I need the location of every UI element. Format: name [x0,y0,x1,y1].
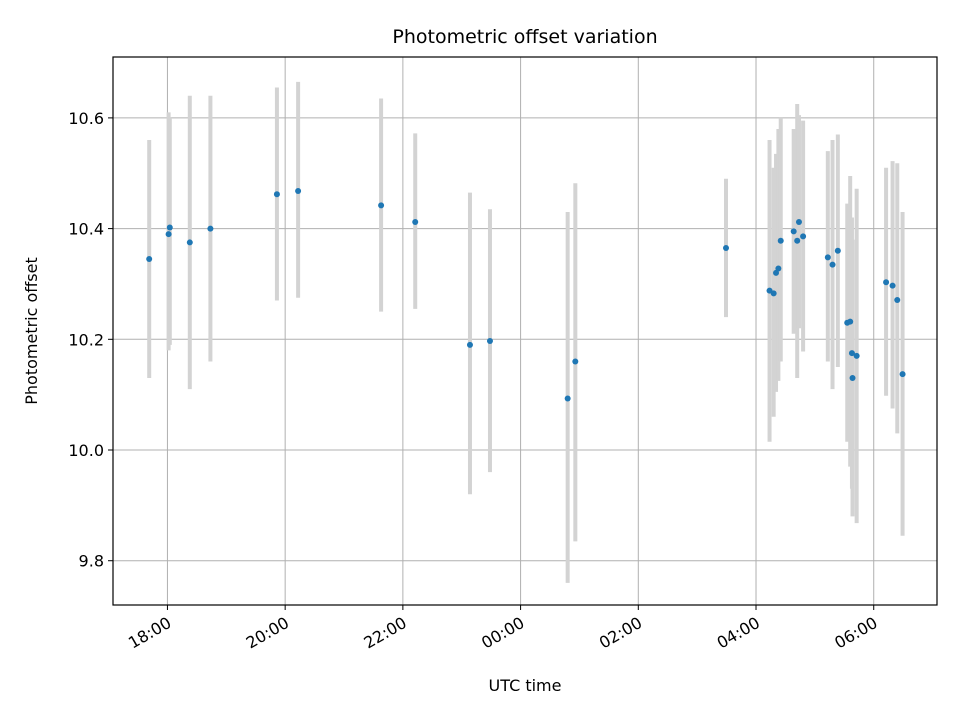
data-point [834,247,841,254]
data-point [848,350,855,357]
data-point [166,224,173,231]
data-point [800,233,807,240]
y-axis-ticks: 9.8 10.0 10.2 10.4 10.6 [68,109,113,571]
data-point [777,237,784,244]
y-tick-label: 10.4 [68,220,104,239]
data-point [146,256,153,263]
data-point [889,282,896,289]
y-tick-label: 10.2 [68,330,104,349]
data-point [273,191,280,198]
data-point [564,395,571,402]
data-point [853,352,860,359]
data-point [186,239,193,246]
data-point [775,265,782,272]
chart-title: Photometric offset variation [392,26,657,48]
y-tick-label: 10.6 [68,109,104,128]
data-point [486,337,493,344]
data-point [824,254,831,261]
data-point [165,231,172,238]
grid [113,57,937,605]
data-point [722,244,729,251]
x-axis-label: UTC time [489,676,562,695]
data-point [770,290,777,297]
y-tick-label: 9.8 [79,552,104,571]
data-point [795,218,802,225]
data-points [146,187,906,402]
data-point [829,261,836,268]
data-point [849,375,856,382]
plot-frame [112,56,938,606]
y-tick-label: 10.0 [68,441,104,460]
data-point [412,218,419,225]
data-point [894,297,901,304]
data-point [847,318,854,325]
data-point [790,228,797,235]
y-axis-label: Photometric offset [22,257,41,405]
data-point [295,187,302,194]
data-point [572,358,579,365]
data-point [899,371,906,378]
data-point [207,225,214,232]
data-point [883,279,890,286]
data-point [794,237,801,244]
data-point [466,341,473,348]
data-point [773,269,780,276]
data-point [378,202,385,209]
